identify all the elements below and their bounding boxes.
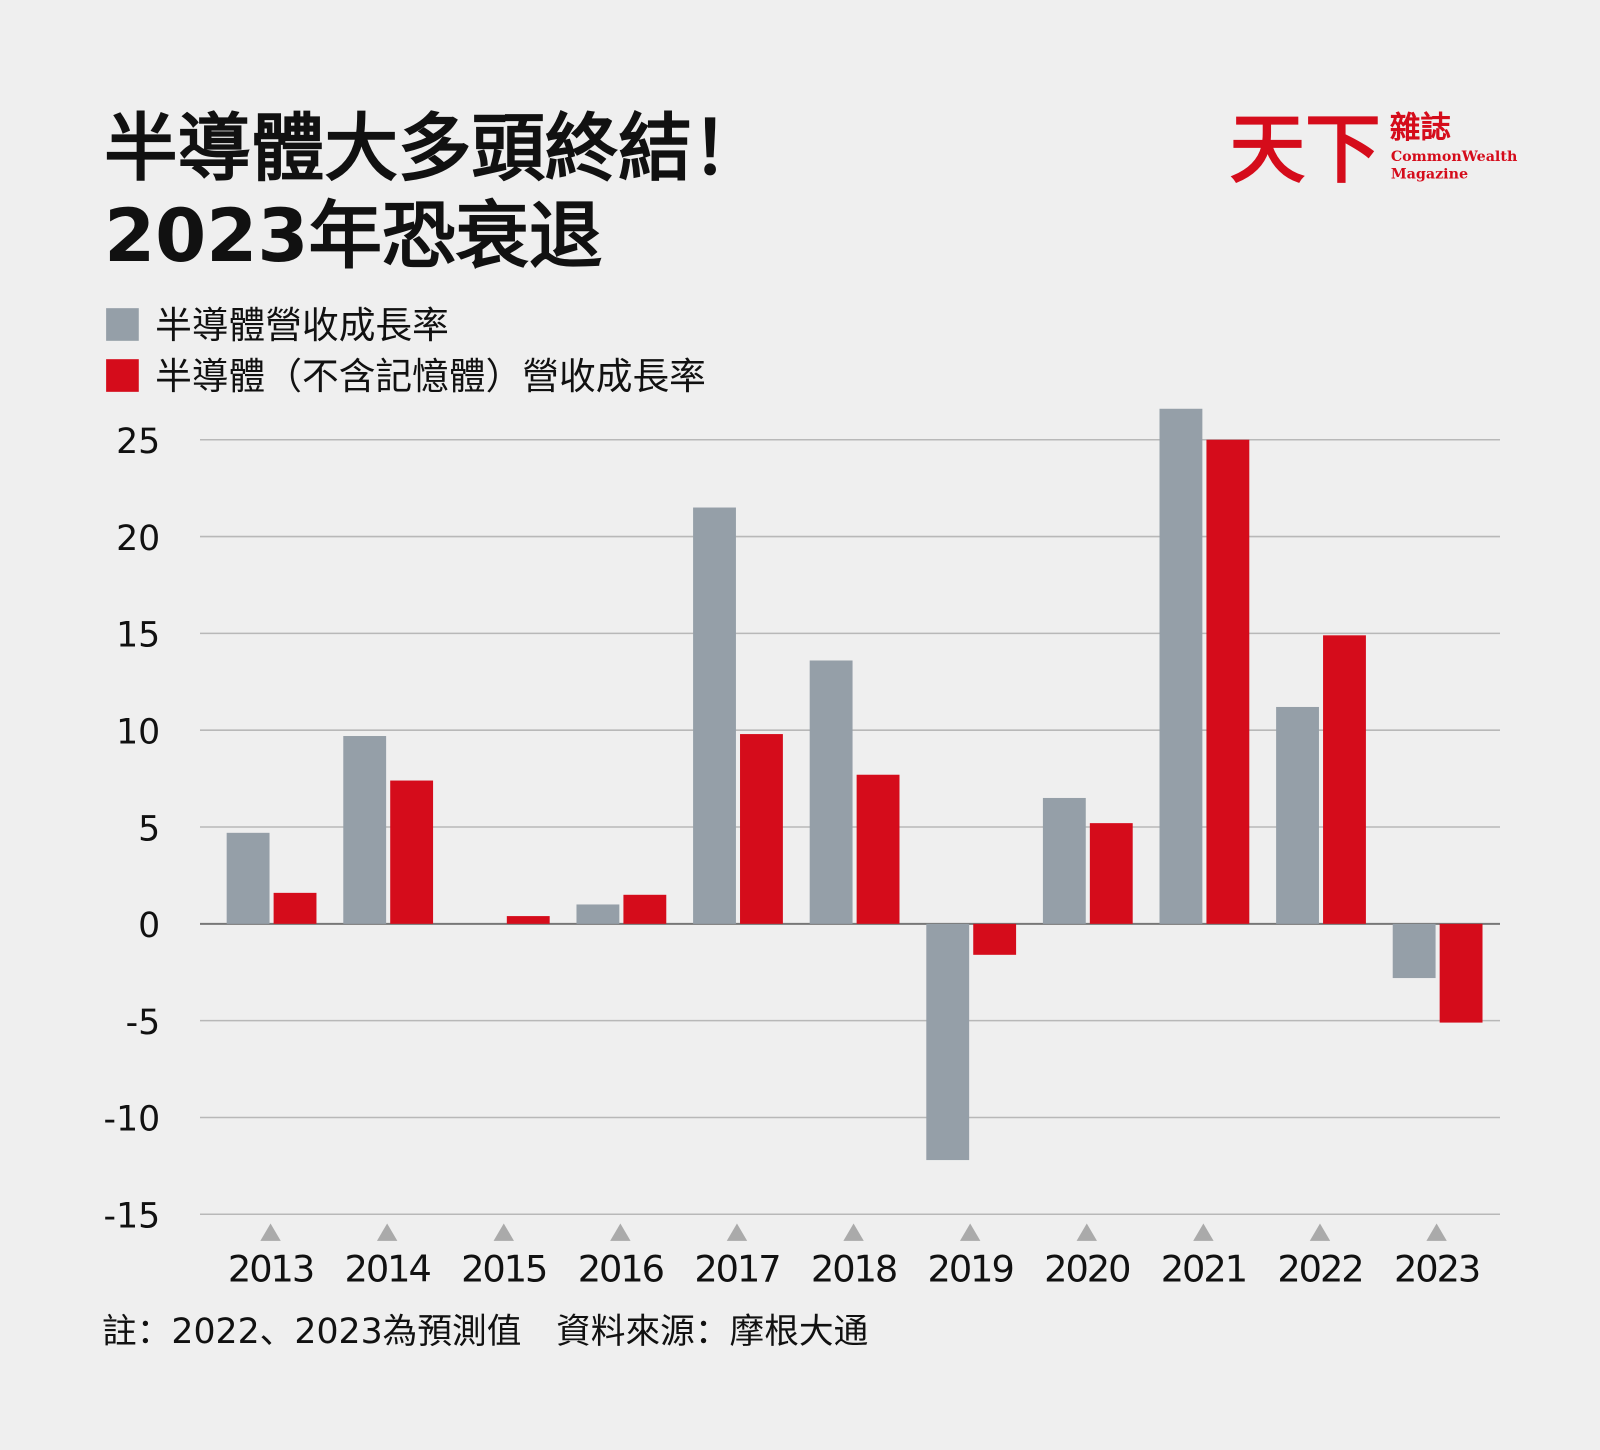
bar: [1323, 635, 1366, 924]
chart-title: 半導體大多頭終結！: [104, 106, 765, 191]
tick-triangle: [260, 1223, 281, 1241]
bar: [226, 832, 270, 924]
bar: [1206, 439, 1250, 924]
footnote: 註：2022、2023為預測值 資料來源：摩根大通: [102, 1312, 868, 1352]
x-tick-label: 2021: [1161, 1248, 1246, 1291]
x-tick-label: 2015: [461, 1248, 546, 1291]
legend-swatch: [106, 359, 139, 392]
tick-triangle: [376, 1223, 398, 1241]
legend-label: 半導體營收成長率: [155, 304, 449, 347]
bar: [1159, 408, 1203, 924]
bar: [390, 780, 434, 924]
tick-triangle: [610, 1223, 631, 1241]
x-tick-label: 2020: [1044, 1248, 1129, 1291]
x-tick-label: 2022: [1277, 1248, 1362, 1291]
bar: [740, 734, 783, 924]
y-tick-label: -15: [104, 1197, 161, 1237]
bar: [273, 892, 317, 924]
x-tick-label: 2017: [694, 1248, 779, 1291]
brand-subname: 雜誌: [1390, 110, 1452, 146]
bar: [973, 923, 1017, 955]
y-tick-label: 5: [138, 809, 160, 849]
tick-triangle: [959, 1223, 981, 1241]
x-tick-label: 2016: [578, 1248, 664, 1291]
chart-title: 2023年恐衰退: [104, 194, 602, 279]
y-tick-label: -10: [104, 1100, 161, 1140]
tick-triangle: [726, 1223, 748, 1241]
bar: [1439, 923, 1483, 1023]
bar: [1089, 823, 1133, 924]
bar: [576, 904, 620, 924]
bar: [623, 894, 667, 924]
y-tick-label: -5: [126, 1003, 161, 1043]
bar: [1392, 923, 1436, 979]
x-tick-label: 2019: [928, 1248, 1013, 1291]
tick-triangle: [843, 1223, 864, 1241]
y-tick-label: 10: [116, 712, 160, 752]
brand-name: 天下: [1230, 105, 1381, 194]
bar: [1042, 797, 1086, 924]
tick-triangle: [1309, 1223, 1331, 1241]
brand-english: Magazine: [1391, 167, 1468, 183]
y-tick-label: 25: [116, 422, 160, 462]
y-tick-label: 20: [116, 519, 160, 559]
bar: [809, 660, 853, 924]
bar: [856, 774, 900, 924]
tick-triangle: [493, 1223, 514, 1241]
x-tick-label: 2013: [228, 1248, 313, 1291]
y-tick-label: 15: [116, 616, 160, 656]
bar: [1276, 706, 1319, 924]
bar: [693, 507, 736, 924]
x-tick-label: 2023: [1394, 1248, 1479, 1291]
legend-label: 半導體（不含記憶體）營收成長率: [155, 355, 706, 398]
x-tick-label: 2014: [345, 1248, 431, 1291]
bar: [926, 923, 970, 1161]
bar: [343, 736, 387, 924]
tick-triangle: [1426, 1223, 1447, 1241]
x-tick-label: 2018: [811, 1248, 896, 1291]
brand-english: CommonWealth: [1391, 149, 1518, 165]
y-tick-label: 0: [138, 906, 160, 946]
legend-swatch: [106, 308, 139, 341]
tick-triangle: [1076, 1223, 1097, 1241]
bar: [506, 916, 550, 924]
tick-triangle: [1193, 1223, 1214, 1241]
